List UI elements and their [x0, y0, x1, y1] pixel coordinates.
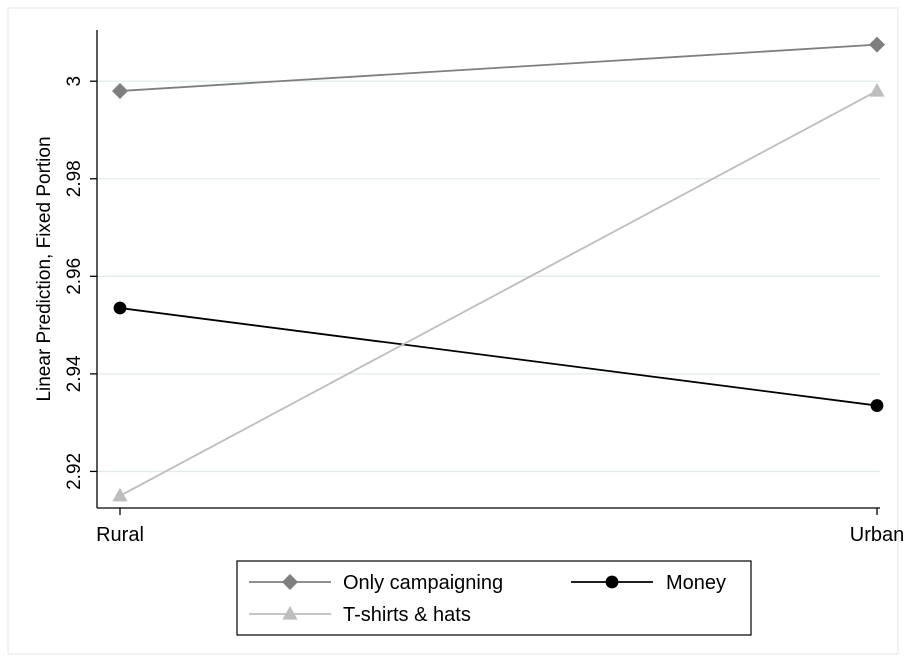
y-tick-label: 2.96	[64, 258, 85, 295]
series-line-triangle	[119, 90, 878, 497]
legend-label: Money	[666, 572, 726, 594]
legend-marker-diamond	[282, 574, 298, 590]
series-lines	[112, 36, 885, 502]
series-line-circle	[119, 307, 878, 407]
data-point-circle	[870, 399, 884, 412]
x-tick-label: Urban	[850, 524, 904, 546]
axes: 2.92 2.94 2.96 2.98 3 Linear Prediction, Fixe…	[34, 30, 904, 546]
data-point-triangle	[112, 487, 128, 502]
legend-label: Only campaigning	[343, 572, 503, 594]
y-tick-label: 2.92	[64, 453, 85, 490]
legend-marker-circle	[605, 575, 619, 589]
x-tick-label: Rural	[96, 524, 144, 546]
gridlines	[7, 7, 899, 655]
data-point-circle	[113, 301, 127, 315]
chart-frame	[7, 7, 899, 655]
legend-label: T-shirts & hats	[343, 604, 471, 626]
series-line-diamond	[119, 43, 878, 92]
legend: Only campaigning Money T-shirts & hats	[236, 560, 752, 636]
y-tick-label: 3	[64, 76, 85, 87]
data-point-diamond	[869, 36, 885, 53]
data-point-triangle	[869, 82, 885, 97]
legend-box	[236, 560, 752, 636]
y-tick-label: 2.98	[64, 160, 85, 197]
y-axis-title: Linear Prediction, Fixed Portion	[34, 136, 55, 401]
y-tick-label: 2.94	[64, 355, 85, 392]
legend-marker-triangle	[282, 606, 298, 620]
data-point-diamond	[112, 82, 128, 99]
